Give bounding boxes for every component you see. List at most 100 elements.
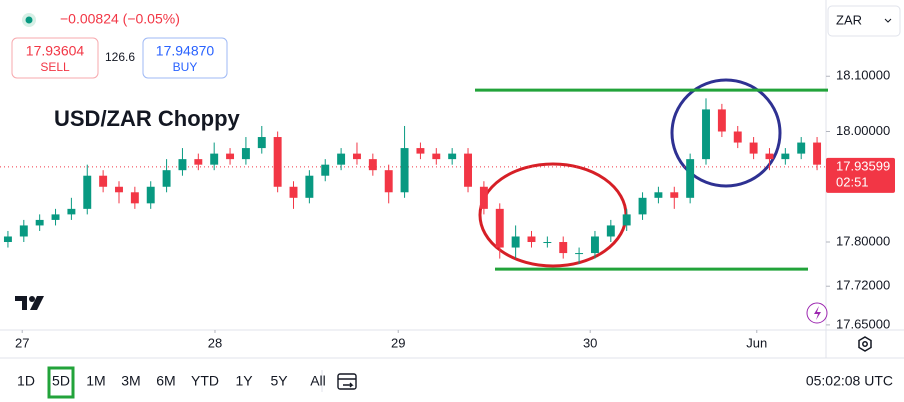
candle-body <box>749 142 758 154</box>
candle-body <box>733 131 742 143</box>
range-button[interactable]: 5Y <box>270 373 288 389</box>
status-dot <box>25 16 33 24</box>
candle-body <box>35 219 44 226</box>
logo-part <box>30 296 44 310</box>
candle-body <box>622 214 631 226</box>
range-button[interactable]: All <box>310 373 326 389</box>
candle-body <box>559 242 568 254</box>
sell-label: SELL <box>40 60 70 74</box>
range-selected <box>47 366 75 399</box>
buy-price: 17.94870 <box>156 43 215 59</box>
alert-bolt <box>814 306 821 320</box>
sell-price: 17.93604 <box>26 43 85 59</box>
candle-body <box>400 148 409 193</box>
candle-body <box>210 153 219 165</box>
clock: 05:02:08 UTC <box>806 373 893 389</box>
chart-title: USD/ZAR Choppy <box>54 106 241 131</box>
currency: ZAR <box>836 12 862 27</box>
candle-body <box>495 208 504 248</box>
candle-body <box>813 142 822 165</box>
icon-part <box>337 373 357 390</box>
icon-part <box>343 382 354 388</box>
dropdown-caret <box>884 18 892 23</box>
candle-body <box>606 225 615 237</box>
settings-icon[interactable] <box>858 336 872 352</box>
candle-body <box>178 159 187 171</box>
range-button[interactable]: 5D <box>52 373 70 389</box>
x-tick-label: 27 <box>15 335 29 350</box>
y-tick-label: 17.65000 <box>836 316 890 331</box>
y-tick-label: 18.10000 <box>836 68 890 83</box>
countdown: 02:51 <box>836 174 869 189</box>
candle-body <box>273 137 282 187</box>
candle-body <box>257 137 266 149</box>
last-price-box <box>826 157 895 193</box>
candle-body <box>384 170 393 193</box>
x-tick-label: 28 <box>208 335 222 350</box>
candle-body <box>146 186 155 204</box>
candle-body <box>464 153 472 187</box>
candle-body <box>3 236 12 243</box>
y-tick-label: 18.00000 <box>836 123 890 138</box>
candle-body <box>115 186 123 193</box>
range-button[interactable]: 1D <box>17 373 35 389</box>
candle-body <box>353 153 361 160</box>
y-tick-label: 17.72000 <box>836 278 890 293</box>
logo-part <box>29 296 35 302</box>
candle-body <box>638 197 647 215</box>
candle-body <box>511 236 520 248</box>
candle-body <box>337 153 346 165</box>
candle-body <box>83 175 92 209</box>
range-button[interactable]: 1M <box>86 373 105 389</box>
candle-body <box>432 153 441 160</box>
x-tick-label: Jun <box>746 335 767 350</box>
buy-button[interactable] <box>142 37 228 79</box>
candle-body <box>575 253 584 255</box>
annotation-circle <box>670 78 782 188</box>
candle-body <box>305 175 314 198</box>
candle-body <box>289 186 298 198</box>
last-price-label: 17.93599 <box>836 158 890 173</box>
candle-body <box>479 186 488 209</box>
range-button[interactable]: YTD <box>191 373 219 389</box>
tv-logo <box>15 296 44 310</box>
candle-body <box>194 159 203 165</box>
range-button[interactable]: 6M <box>156 373 175 389</box>
sell-button[interactable] <box>11 37 99 79</box>
candle-body <box>321 164 330 176</box>
candle-body <box>416 148 425 154</box>
settings-icon-dot <box>862 341 868 347</box>
candle-body <box>717 109 726 132</box>
candle-body <box>241 148 250 160</box>
candle-body <box>368 159 377 171</box>
candle-body <box>162 170 171 187</box>
candle-body <box>67 208 76 215</box>
candle-body <box>797 142 806 154</box>
price-change: −0.00824 (−0.05%) <box>60 11 180 27</box>
range-button[interactable]: 3M <box>121 373 140 389</box>
x-tick-label: 29 <box>391 335 405 350</box>
candle-body <box>543 242 552 244</box>
candle-body <box>527 236 536 243</box>
candle-body <box>765 153 774 160</box>
candle-body <box>99 175 108 187</box>
logo-part <box>15 296 27 310</box>
range-button[interactable]: 1Y <box>235 373 253 389</box>
buy-label: BUY <box>173 60 198 74</box>
candle-body <box>19 225 28 237</box>
candle-body <box>51 214 60 220</box>
candle-body <box>654 192 663 198</box>
candle-body <box>226 153 235 160</box>
candle-body <box>590 236 599 254</box>
x-tick-label: 30 <box>583 335 597 350</box>
date-range-icon[interactable] <box>337 373 357 390</box>
y-tick-label: 17.80000 <box>836 233 890 248</box>
candle-body <box>130 192 139 204</box>
candle-body <box>448 153 457 160</box>
spread: 126.6 <box>105 50 135 64</box>
candle-body <box>781 153 790 160</box>
candle-body <box>702 109 710 160</box>
currency-select[interactable] <box>827 5 901 37</box>
candle-body <box>670 192 679 198</box>
